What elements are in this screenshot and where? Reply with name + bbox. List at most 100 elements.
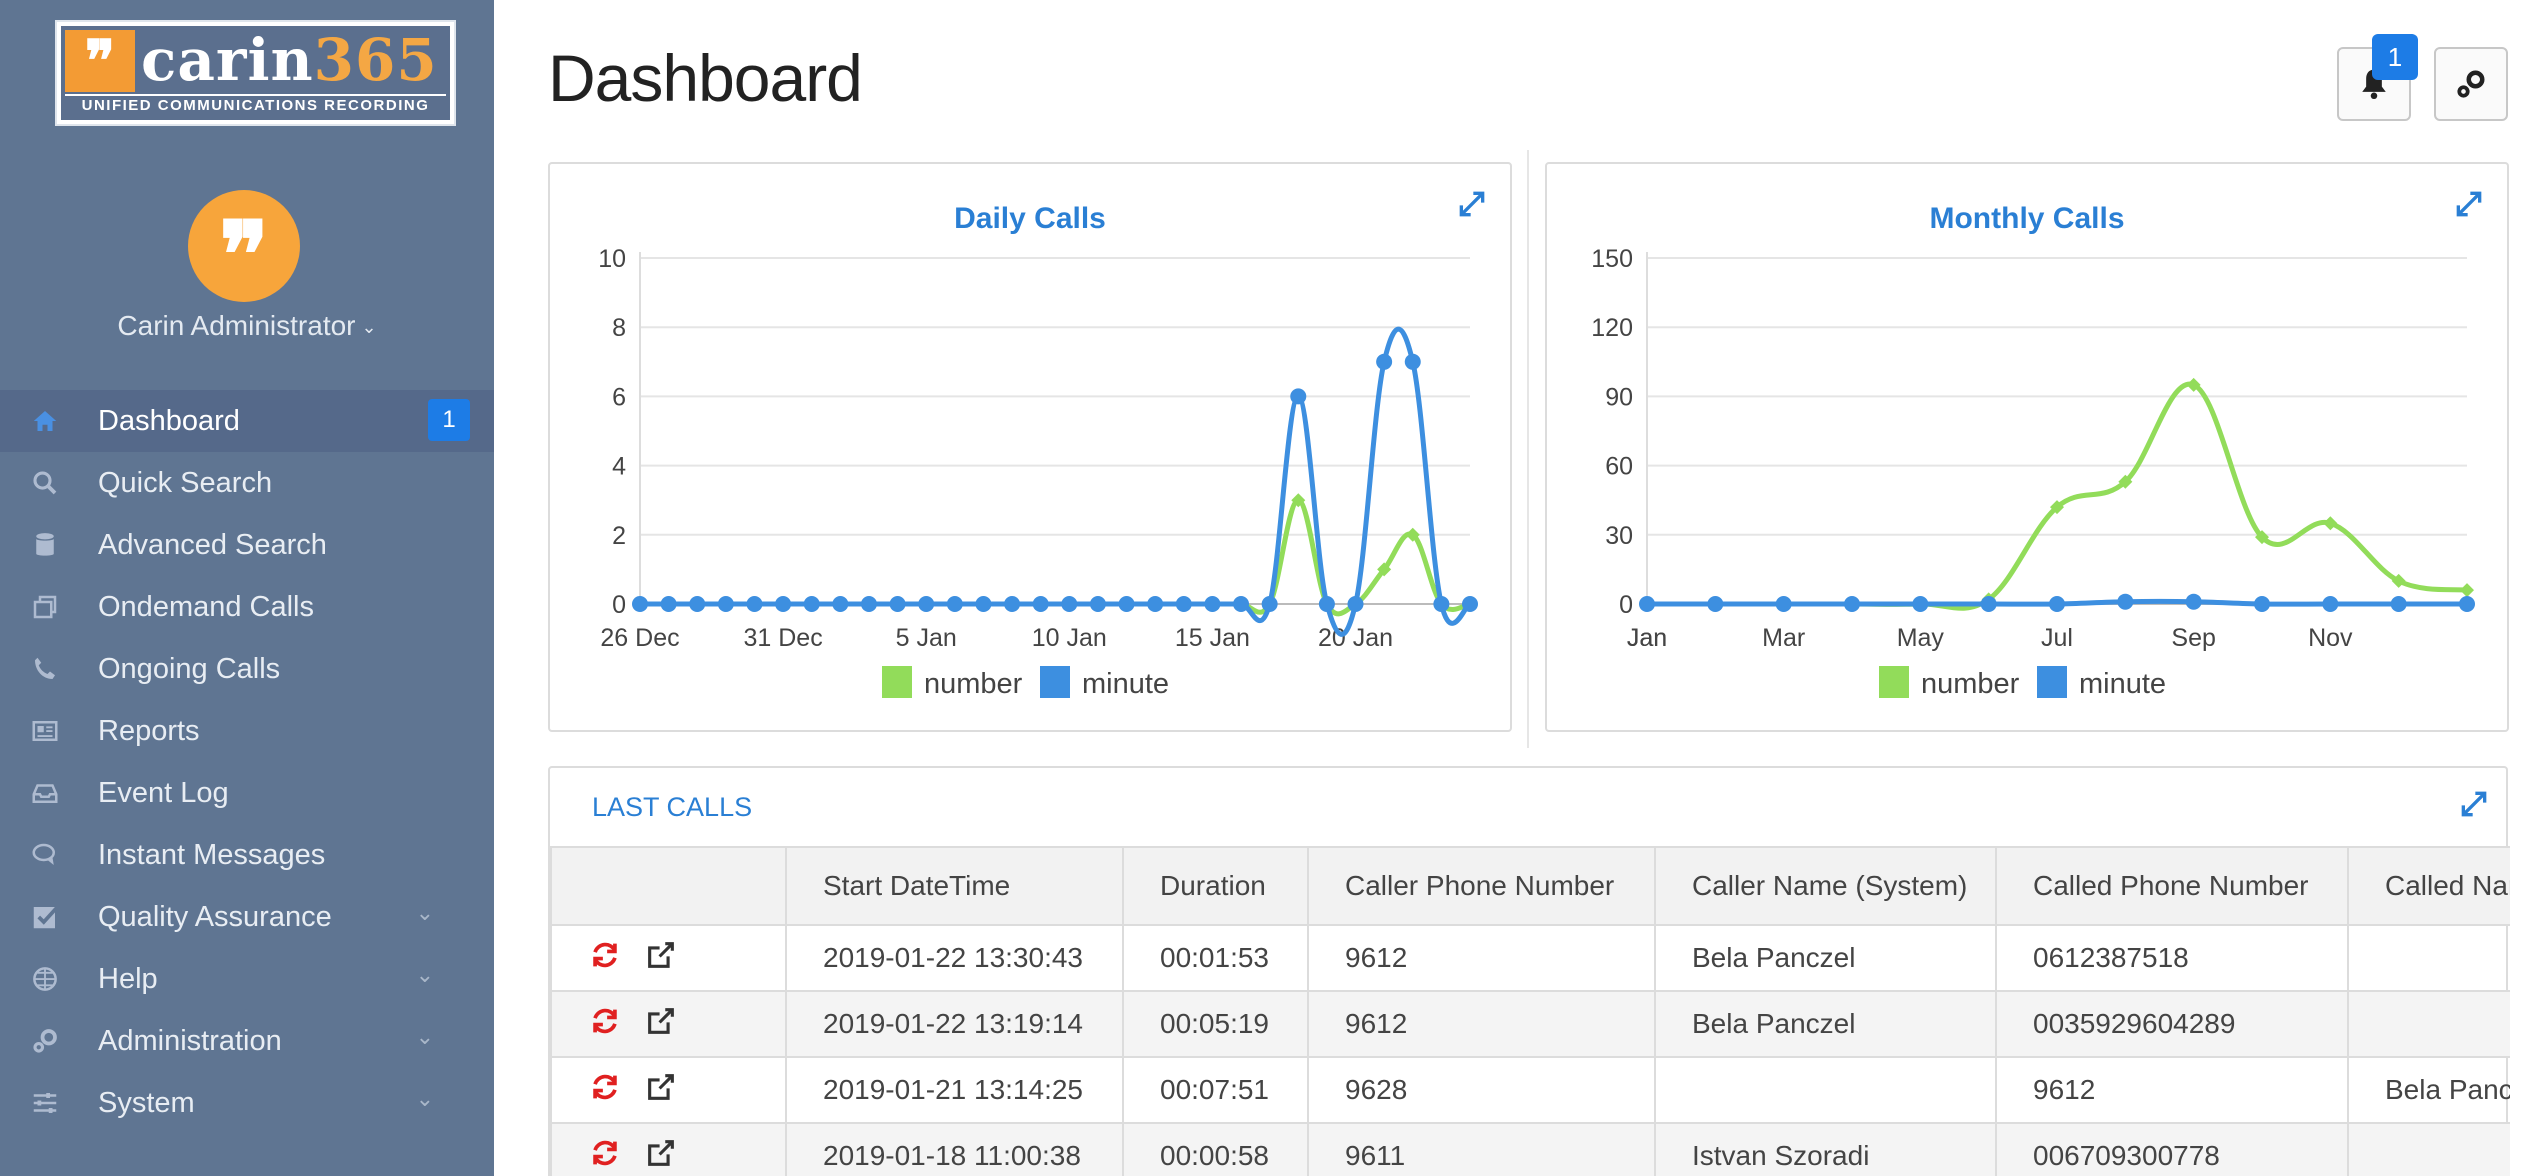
search-icon <box>28 466 62 500</box>
column-header-duration[interactable]: Duration <box>1122 846 1309 926</box>
column-header-called-phone[interactable]: Called Phone Number <box>1995 846 2349 926</box>
expand-icon[interactable] <box>2453 188 2485 220</box>
daily-calls-panel: Daily Calls 0 2 4 6 8 10 26 Dec 31 Dec 5 Jan 10 J… <box>548 162 1512 732</box>
panel-divider <box>1527 150 1529 748</box>
quote-logo-icon: ❞ <box>65 30 135 92</box>
sidebar-item-help[interactable]: Help ⌄ <box>0 948 494 1010</box>
table-row[interactable]: 2019-01-22 13:19:14 00:05:19 9612 Bela Panc… <box>550 990 2510 1058</box>
y-tick-label: 60 <box>1605 453 1633 481</box>
table-row[interactable]: 2019-01-21 13:14:25 00:07:51 9628 9612 Bela … <box>550 1056 2510 1124</box>
cell-called-phone: 006709300778 <box>1995 1122 2349 1176</box>
sliders-icon <box>28 1086 62 1120</box>
cell-caller-phone: 9612 <box>1307 990 1656 1058</box>
data-point-number <box>2186 377 2201 392</box>
sidebar-item-label: Quality Assurance <box>98 900 332 933</box>
cell-called-phone: 0612387518 <box>1995 924 2349 992</box>
sidebar-item-quality-assurance[interactable]: Quality Assurance ⌄ <box>0 886 494 948</box>
data-point-minute <box>2390 596 2407 612</box>
last-calls-table: Start DateTime Duration Caller Phone Num… <box>550 846 2510 1176</box>
series-line-number <box>640 497 1471 617</box>
avatar[interactable]: ❞ <box>188 190 300 309</box>
replay-icon[interactable] <box>588 1136 622 1170</box>
data-point-minute <box>860 596 877 612</box>
data-point-minute <box>1318 596 1335 612</box>
settings-button[interactable] <box>2434 47 2508 121</box>
chevron-down-icon: ⌄ <box>415 900 434 925</box>
table-row[interactable]: 2019-01-22 13:30:43 00:01:53 9612 Bela Panc… <box>550 924 2510 992</box>
column-header-called-name[interactable]: Called Name <box>2347 846 2510 926</box>
sidebar-item-dashboard[interactable]: Dashboard 1 <box>0 390 494 452</box>
data-point-minute <box>1347 596 1364 612</box>
replay-icon[interactable] <box>588 1070 622 1104</box>
data-point-minute <box>1118 596 1135 612</box>
daily-calls-chart: 0 2 4 6 8 10 26 Dec 31 Dec 5 Jan 10 Jan 15 Jan 20 J… <box>598 245 1478 700</box>
y-tick-label: 4 <box>612 453 626 481</box>
x-tick-label: 26 Dec <box>600 624 679 652</box>
data-point-number <box>2391 573 2406 588</box>
legend-swatch-minute <box>2037 666 2067 698</box>
sidebar-item-event-log[interactable]: Event Log <box>0 762 494 824</box>
data-point-minute <box>1433 596 1450 612</box>
data-point-minute <box>1204 596 1221 612</box>
sidebar-item-quick-search[interactable]: Quick Search <box>0 452 494 514</box>
x-tick-label: 5 Jan <box>896 624 957 652</box>
data-point-minute <box>1707 596 1724 612</box>
replay-icon[interactable] <box>588 1004 622 1038</box>
table-header-row: Start DateTime Duration Caller Phone Num… <box>550 846 2510 926</box>
cell-caller-name <box>1654 1056 1997 1124</box>
series-line-minute <box>640 326 1472 637</box>
y-tick-label: 0 <box>1619 591 1633 619</box>
data-point-number <box>2255 530 2269 545</box>
sidebar-item-label: Advanced Search <box>98 528 327 561</box>
data-point-minute <box>832 596 849 612</box>
user-menu[interactable]: Carin Administrator ⌄ <box>0 310 494 342</box>
y-tick-label: 120 <box>1591 314 1633 342</box>
sidebar-item-instant-messages[interactable]: Instant Messages <box>0 824 494 886</box>
external-link-icon[interactable] <box>644 1004 678 1038</box>
sidebar-item-ondemand-calls[interactable]: Ondemand Calls <box>0 576 494 638</box>
x-tick-label: 10 Jan <box>1032 624 1107 652</box>
replay-icon[interactable] <box>588 938 622 972</box>
cell-called-name: Bela Panczel <box>2347 1056 2510 1124</box>
sidebar-item-ongoing-calls[interactable]: Ongoing Calls <box>0 638 494 700</box>
y-tick-label: 150 <box>1591 245 1633 273</box>
external-link-icon[interactable] <box>644 1136 678 1170</box>
table-row[interactable]: 2019-01-18 11:00:38 00:00:58 9611 Istvan Sz… <box>550 1122 2510 1176</box>
column-header-caller-phone[interactable]: Caller Phone Number <box>1307 846 1656 926</box>
cell-start-datetime: 2019-01-22 13:19:14 <box>785 990 1124 1058</box>
data-point-minute <box>1639 596 1655 612</box>
sidebar-item-reports[interactable]: Reports <box>0 700 494 762</box>
inbox-icon <box>28 776 62 810</box>
cell-caller-phone: 9611 <box>1307 1122 1656 1176</box>
external-link-icon[interactable] <box>644 938 678 972</box>
sidebar-item-label: Quick Search <box>98 466 273 499</box>
column-header-actions <box>550 846 787 926</box>
x-tick-label: 15 Jan <box>1175 624 1250 652</box>
data-point-minute <box>946 596 963 612</box>
legend-label-number: number <box>924 668 1023 700</box>
sidebar-item-system[interactable]: System ⌄ <box>0 1072 494 1134</box>
x-tick-label: Mar <box>1762 624 1805 652</box>
cell-caller-name: Istvan Szoradi <box>1654 1122 1997 1176</box>
data-point-minute <box>2254 596 2270 612</box>
checkbox-icon <box>28 900 62 934</box>
data-point-number <box>2460 583 2474 598</box>
column-header-start-datetime[interactable]: Start DateTime <box>785 846 1124 926</box>
column-header-caller-name[interactable]: Caller Name (System) <box>1654 846 1997 926</box>
last-calls-panel: LAST CALLS Start DateTime Duration Calle… <box>548 766 2510 1176</box>
external-link-icon[interactable] <box>644 1070 678 1104</box>
expand-icon[interactable] <box>2458 788 2490 820</box>
data-point-minute <box>689 596 706 612</box>
phone-icon <box>28 652 62 686</box>
y-tick-label: 8 <box>612 314 626 342</box>
cell-called-name <box>2347 924 2510 992</box>
expand-icon[interactable] <box>1456 188 1488 220</box>
legend-swatch-number <box>1879 666 1909 698</box>
data-point-minute <box>1980 596 1997 612</box>
sidebar-item-advanced-search[interactable]: Advanced Search <box>0 514 494 576</box>
carin365-logo[interactable]: ❞ carin365 UNIFIED COMMUNICATIONS RECORD… <box>55 20 456 126</box>
gears-icon <box>28 1024 62 1058</box>
cell-caller-phone: 9628 <box>1307 1056 1656 1124</box>
sidebar-item-administration[interactable]: Administration ⌄ <box>0 1010 494 1072</box>
